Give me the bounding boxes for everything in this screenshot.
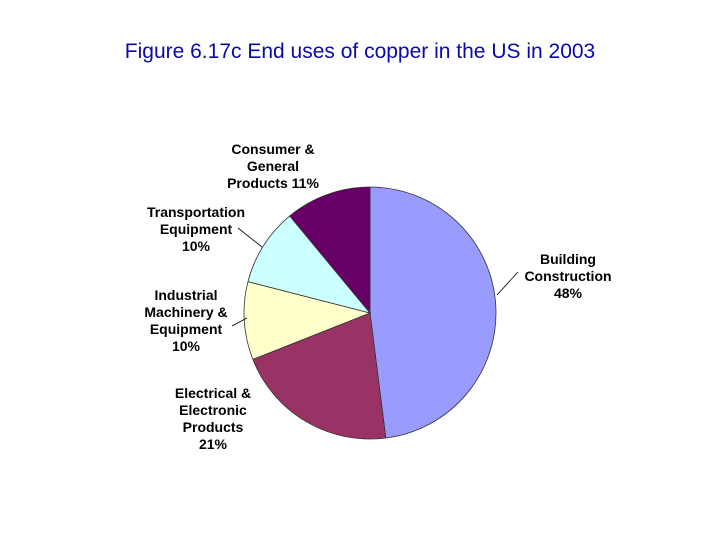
chart-title: Figure 6.17c End uses of copper in the U… [124, 40, 596, 63]
slice-label-line: Products 11% [227, 175, 319, 191]
slice-label-line: 48% [554, 285, 583, 301]
pie-slices [243, 186, 497, 440]
slice-label-consumer-general: Consumer & General Products 11% [227, 141, 319, 191]
leader-line-industrial-machinery [231, 317, 248, 327]
slice-label-line: Transportation [147, 204, 245, 220]
slice-label-line: Electrical & [175, 385, 251, 401]
slice-label-line: Products [183, 419, 244, 435]
slice-label-line: 21% [199, 436, 228, 452]
slice-label-electrical-electronic: Electrical & Electronic Products 21% [175, 385, 251, 452]
slice-label-line: Equipment [160, 221, 233, 237]
pie-slice-industrial-machinery [243, 281, 372, 360]
slice-label-line: Machinery & [144, 304, 227, 320]
slice-label-line: 10% [182, 238, 211, 254]
pie-slice-building-construction [369, 186, 497, 439]
slice-label-industrial-machinery: Industrial Machinery & Equipment 10% [144, 287, 227, 354]
slice-label-line: Building [540, 251, 596, 267]
slice-label-line: Construction [524, 268, 611, 284]
slice-label-line: Industrial [154, 287, 217, 303]
pie-slice-electrical-electronic [252, 312, 387, 440]
slice-label-line: General [247, 158, 299, 174]
leader-line-transportation-equipment [237, 227, 263, 248]
slice-label-line: Equipment [150, 321, 223, 337]
slice-label-line: Consumer & [231, 141, 314, 157]
slice-label-line: 10% [172, 338, 201, 354]
slice-label-line: Electronic [179, 402, 247, 418]
slice-label-transportation-equipment: Transportation Equipment 10% [147, 204, 245, 254]
pie-slice-consumer-general [289, 186, 371, 315]
leader-line-building-construction [496, 271, 519, 296]
pie-slice-transportation-equipment [247, 215, 372, 314]
slice-labels: Building Construction 48% Electrical & Elect… [144, 141, 611, 452]
slice-label-building-construction: Building Construction 48% [524, 251, 611, 301]
leader-lines [231, 227, 519, 327]
